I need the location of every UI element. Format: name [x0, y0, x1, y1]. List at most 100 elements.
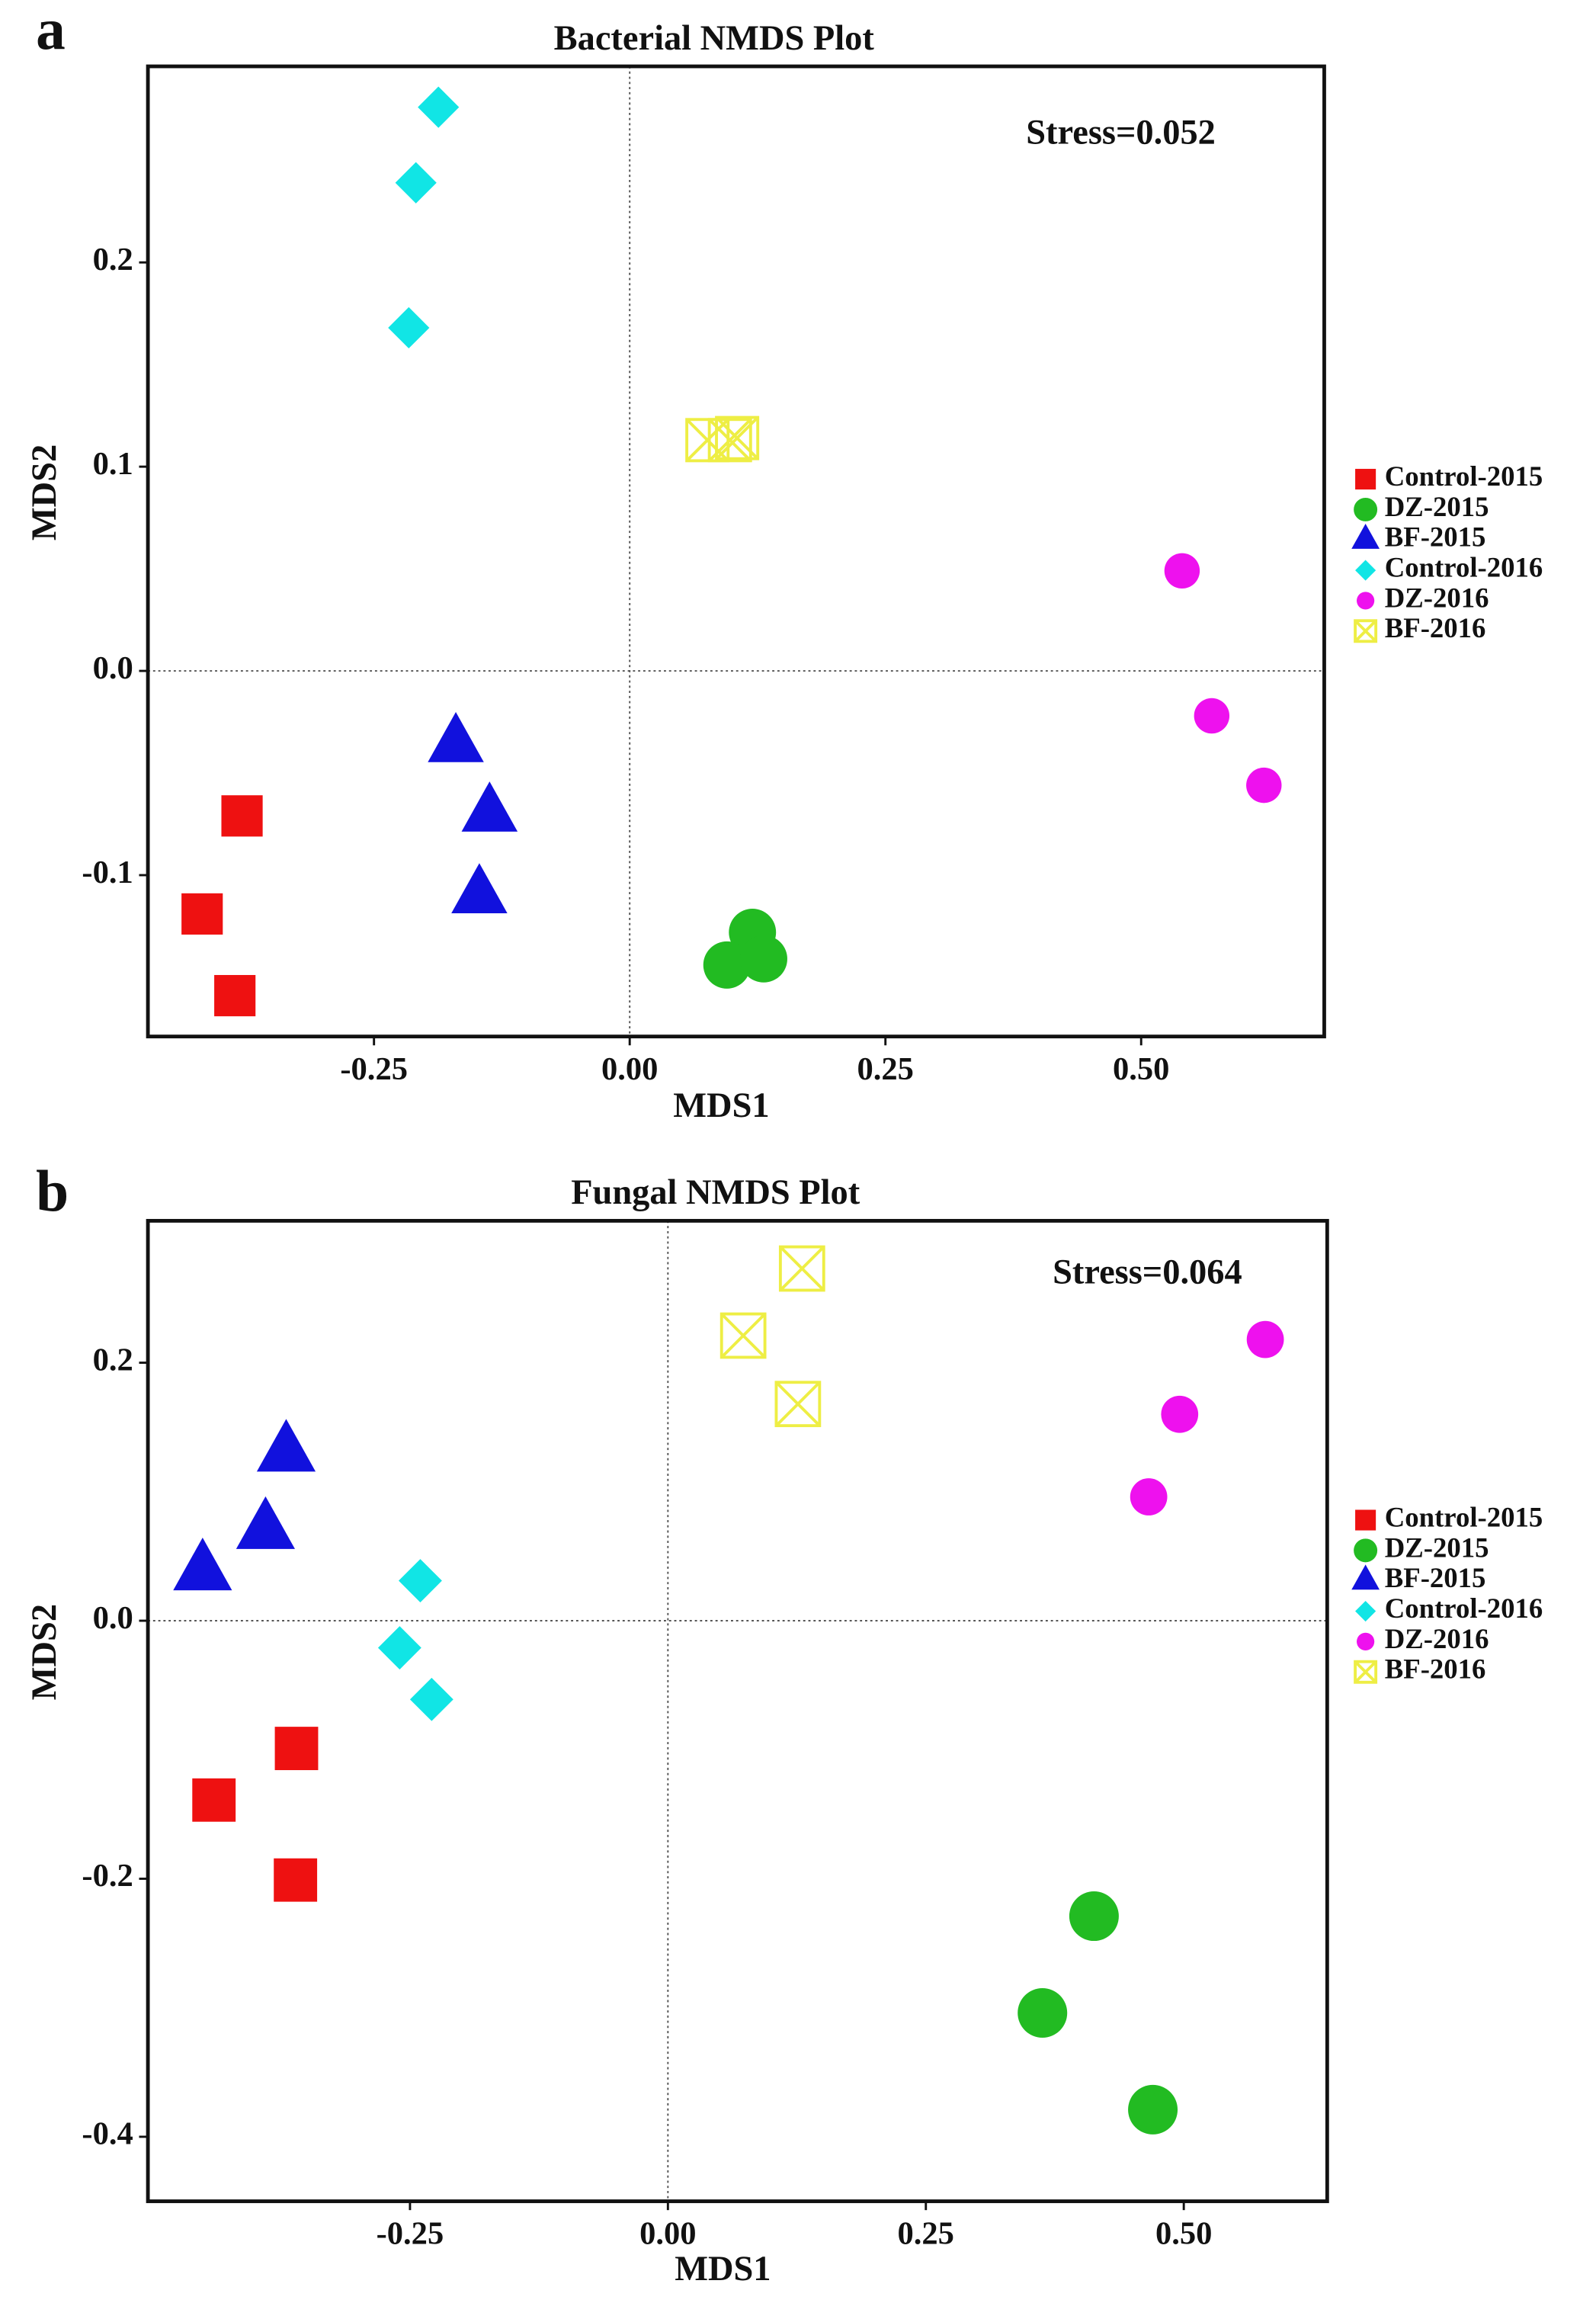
plot-frame [146, 64, 1326, 1039]
point [173, 1538, 232, 1591]
y-tick-label: 0.1 [93, 446, 133, 482]
point [418, 86, 460, 128]
crossbox-line [720, 1313, 766, 1358]
legend-swatch [1355, 469, 1376, 490]
y-tick-label: -0.4 [82, 2116, 133, 2152]
point [221, 795, 263, 837]
point [1069, 1891, 1119, 1942]
y-tick-label: -0.2 [82, 1858, 133, 1894]
legend-label: Control-2015 [1385, 460, 1543, 492]
point [774, 1381, 822, 1428]
x-tick-label: -0.25 [340, 1051, 408, 1087]
crossbox-line [779, 1246, 825, 1291]
legend-label: DZ-2015 [1385, 1532, 1489, 1563]
legend-label: BF-2016 [1385, 612, 1486, 643]
legend-label: DZ-2015 [1385, 491, 1489, 522]
crossbox-frame [774, 1381, 822, 1428]
point [1246, 1320, 1284, 1358]
x-tick-label: -0.25 [377, 2216, 444, 2252]
point [388, 306, 430, 349]
y-axis-label: MDS2 [25, 444, 64, 540]
x-tick-label: 0.50 [1155, 2216, 1212, 2252]
legend-swatch [1351, 523, 1380, 549]
crossbox-line [775, 1381, 821, 1427]
point [1130, 1478, 1168, 1516]
legend-swatch [1357, 1632, 1375, 1650]
point [461, 781, 518, 832]
x-tick-label: 0.50 [1113, 1051, 1169, 1087]
x-tick-label: 0.25 [898, 2216, 954, 2252]
legend-swatch [1351, 1564, 1380, 1590]
point [214, 974, 256, 1017]
legend-label: BF-2015 [1385, 1562, 1486, 1593]
crossbox-line [1354, 1660, 1377, 1684]
point [1161, 1395, 1199, 1433]
points [173, 1245, 1284, 2135]
legend-swatch [1355, 1509, 1376, 1531]
legend-label: BF-2015 [1385, 521, 1486, 553]
point [409, 1677, 453, 1721]
legend-swatch [1354, 497, 1378, 521]
crossbox-frame [719, 1312, 767, 1359]
point [181, 893, 223, 935]
point [274, 1858, 318, 1902]
crossbox-frame [1354, 619, 1378, 643]
point [192, 1778, 236, 1822]
chart-title: Fungal NMDS Plot [571, 1173, 860, 1212]
crossbox-frame [778, 1245, 825, 1292]
legend-swatch [1354, 1538, 1378, 1563]
legend-swatch [1354, 1660, 1378, 1684]
point [1194, 698, 1230, 734]
legend-label: Control-2015 [1385, 1501, 1543, 1532]
legend-label: DZ-2016 [1385, 582, 1489, 613]
legend-swatch [1355, 560, 1376, 581]
x-axis-label: MDS1 [675, 2250, 771, 2289]
annotation: Stress=0.064 [1053, 1253, 1242, 1292]
legend-label: BF-2016 [1385, 1653, 1486, 1685]
point [236, 1496, 295, 1549]
point [377, 1626, 421, 1670]
y-tick-label: 0.2 [93, 242, 133, 277]
crossbox-frame [707, 418, 752, 463]
y-axis-label: MDS2 [25, 1604, 64, 1700]
point [715, 415, 760, 460]
legend-label: DZ-2016 [1385, 1623, 1489, 1654]
legend-swatch [1357, 592, 1375, 610]
point [778, 1245, 825, 1292]
point [740, 935, 787, 983]
panel-label: b [36, 1158, 69, 1224]
legend-swatch [1355, 1601, 1376, 1622]
x-tick-label: 0.00 [601, 1051, 658, 1087]
y-tick-label: 0.0 [93, 1600, 133, 1636]
point [1018, 1987, 1068, 2038]
plot-frame [146, 1218, 1329, 2203]
panel-label: a [36, 0, 66, 62]
point [719, 1312, 767, 1359]
point [428, 711, 484, 762]
crossbox-line [715, 416, 759, 460]
x-tick-label: 0.00 [639, 2216, 696, 2252]
point [451, 863, 508, 913]
y-tick-label: -0.1 [82, 855, 133, 890]
crossbox-frame [1354, 1660, 1378, 1684]
crossbox-line [685, 418, 729, 462]
y-tick-label: 0.2 [93, 1342, 133, 1378]
crossbox-frame [715, 415, 760, 460]
annotation: Stress=0.052 [1026, 114, 1216, 152]
point [703, 941, 751, 989]
point [256, 1419, 316, 1472]
point [1164, 553, 1200, 589]
y-tick-label: 0.0 [93, 650, 133, 686]
legend-label: Control-2016 [1385, 1593, 1543, 1624]
point [274, 1727, 319, 1770]
points [181, 86, 1282, 1017]
legend-label: Control-2016 [1385, 552, 1543, 583]
point [1128, 2084, 1178, 2135]
x-axis-label: MDS1 [673, 1086, 769, 1125]
legend-swatch [1354, 619, 1378, 643]
x-tick-label: 0.25 [857, 1051, 913, 1087]
point [399, 1559, 442, 1602]
crossbox-line [1354, 619, 1377, 643]
point [1246, 767, 1282, 803]
